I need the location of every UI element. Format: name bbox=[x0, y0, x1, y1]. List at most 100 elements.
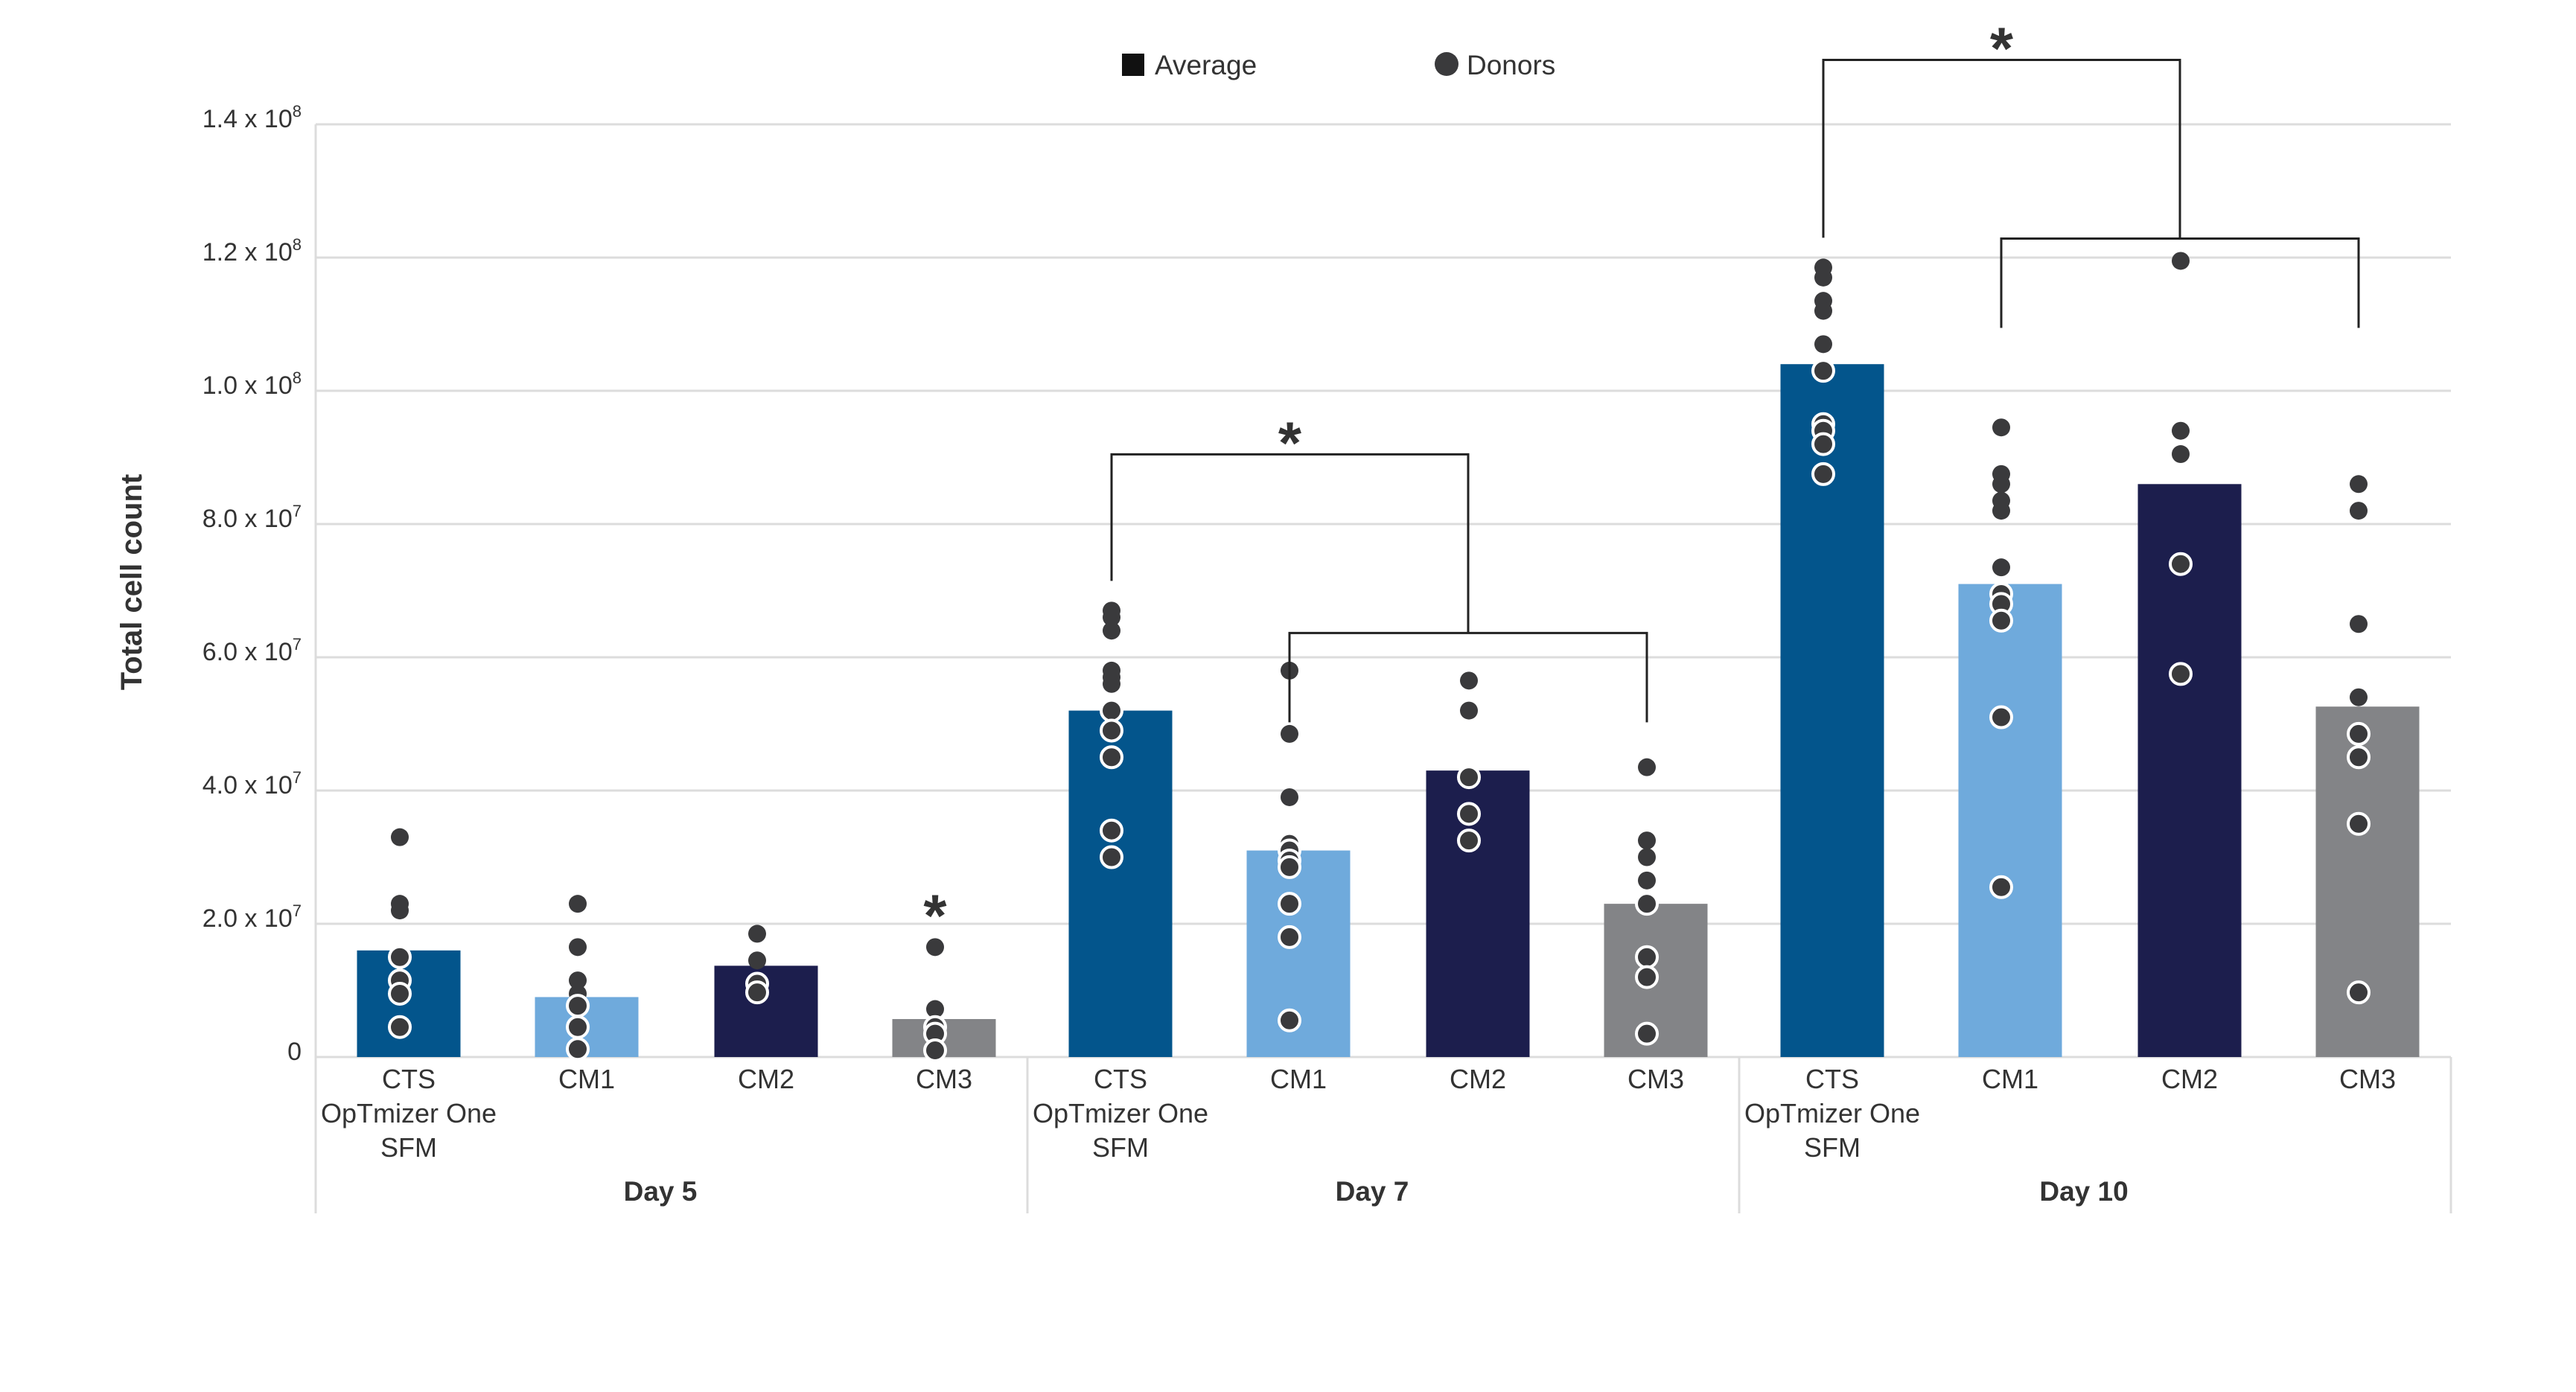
category-label: CM2 bbox=[1450, 1064, 1506, 1094]
donor-point bbox=[1992, 475, 2010, 494]
donor-point bbox=[2347, 980, 2371, 1005]
donor-point bbox=[923, 1038, 947, 1063]
x-axis: Day 5 CTS OpTmizer One SFM CM1 CM2 CM3 Day 7 CTS… bbox=[314, 124, 2452, 1213]
donor-point bbox=[1635, 892, 1659, 916]
legend: Average Donors bbox=[1122, 50, 1555, 80]
donor-point bbox=[388, 945, 412, 969]
donor-point bbox=[1457, 765, 1481, 790]
donor-point bbox=[2350, 615, 2368, 633]
donor-point bbox=[566, 1037, 590, 1061]
y-tick-label: 0 bbox=[287, 1038, 302, 1066]
donor-point bbox=[1811, 359, 1835, 383]
donor-point bbox=[1638, 871, 1656, 890]
category-label: CTS bbox=[382, 1064, 436, 1094]
donor-point bbox=[1638, 758, 1656, 776]
donor-point bbox=[1638, 831, 1656, 850]
significance-star: * bbox=[1990, 15, 2014, 81]
donor-point bbox=[1457, 802, 1481, 826]
y-tick-label: 6.0 x 107 bbox=[203, 635, 302, 666]
donor-points bbox=[388, 252, 2371, 1063]
y-tick-label: 1.2 x 108 bbox=[203, 235, 302, 266]
donor-point bbox=[748, 925, 766, 943]
donor-point bbox=[1989, 608, 2013, 633]
donor-point bbox=[2169, 552, 2193, 576]
donor-point bbox=[748, 951, 766, 970]
donor-point bbox=[1278, 855, 1301, 879]
donor-point bbox=[1635, 945, 1659, 969]
category-label: CTS bbox=[1094, 1064, 1147, 1094]
donor-point bbox=[1100, 698, 1123, 723]
donor-point bbox=[1811, 432, 1835, 456]
donor-point bbox=[391, 828, 409, 846]
significance-bracket bbox=[2000, 237, 2360, 328]
y-tick-label: 1.0 x 108 bbox=[203, 368, 302, 400]
donor-point bbox=[1100, 718, 1123, 743]
donor-point bbox=[566, 994, 590, 1018]
donor-point bbox=[1635, 965, 1659, 989]
donor-point bbox=[2350, 688, 2368, 706]
donor-point bbox=[1992, 418, 2010, 437]
group-label: Day 7 bbox=[1336, 1176, 1409, 1207]
donor-point bbox=[1992, 558, 2010, 577]
donor-point bbox=[1278, 1008, 1301, 1032]
legend-donors-label: Donors bbox=[1467, 50, 1555, 80]
donor-point bbox=[391, 901, 409, 920]
y-tick-labels: 0 2.0 x 107 4.0 x 107 6.0 x 107 8.0 x 107 1.0… bbox=[203, 102, 302, 1066]
donor-point bbox=[2350, 475, 2368, 494]
bar-average bbox=[357, 950, 461, 1057]
category-label: SFM bbox=[1804, 1132, 1861, 1163]
y-tick-label: 8.0 x 107 bbox=[203, 502, 302, 533]
donor-point bbox=[1457, 829, 1481, 853]
donor-point bbox=[2172, 445, 2190, 464]
donor-point bbox=[1460, 701, 1478, 720]
significance-star: * bbox=[923, 882, 947, 948]
significance-bracket bbox=[1822, 58, 2181, 239]
category-label: CM3 bbox=[1627, 1064, 1684, 1094]
group-label: Day 10 bbox=[2039, 1176, 2128, 1207]
category-label: OpTmizer One bbox=[1033, 1098, 1208, 1128]
significance-star: * bbox=[1278, 409, 1302, 476]
y-tick-label: 2.0 x 107 bbox=[203, 901, 302, 933]
donor-point bbox=[1103, 608, 1120, 627]
donor-point bbox=[566, 1015, 590, 1039]
bar-average bbox=[2137, 484, 2242, 1057]
donor-point bbox=[2350, 502, 2368, 520]
donor-point bbox=[569, 895, 587, 913]
donor-point bbox=[2172, 421, 2190, 440]
donor-point bbox=[1278, 925, 1301, 949]
donor-point bbox=[1281, 788, 1298, 806]
donor-point bbox=[1460, 671, 1478, 690]
category-label: CM2 bbox=[2161, 1064, 2218, 1094]
category-label: OpTmizer One bbox=[321, 1098, 497, 1128]
category-label: SFM bbox=[380, 1132, 437, 1163]
donor-point bbox=[1814, 335, 1832, 354]
y-tick-label: 4.0 x 107 bbox=[203, 768, 302, 799]
donor-point bbox=[569, 938, 587, 957]
category-label: CTS bbox=[1805, 1064, 1859, 1094]
donor-point bbox=[1100, 818, 1123, 843]
legend-average-marker bbox=[1122, 54, 1144, 76]
significance-annotations: * * * bbox=[923, 15, 2360, 948]
donor-point bbox=[2169, 662, 2193, 686]
donor-point bbox=[1103, 622, 1120, 640]
bar-average bbox=[1958, 584, 2062, 1057]
group-label: Day 5 bbox=[624, 1176, 698, 1207]
donor-point bbox=[1814, 301, 1832, 320]
category-label: CM3 bbox=[916, 1064, 972, 1094]
donor-point bbox=[1814, 268, 1832, 287]
donor-point bbox=[926, 938, 944, 957]
donor-point bbox=[388, 1015, 412, 1039]
donor-point bbox=[1278, 892, 1301, 916]
donor-point bbox=[569, 971, 587, 990]
donor-point bbox=[1638, 848, 1656, 866]
category-label: CM2 bbox=[738, 1064, 794, 1094]
category-label: CM1 bbox=[558, 1064, 615, 1094]
y-axis-label: Total cell count bbox=[115, 474, 148, 690]
gridlines bbox=[316, 123, 2451, 1059]
donor-point bbox=[926, 1000, 944, 1018]
legend-average-label: Average bbox=[1155, 50, 1257, 80]
donor-point bbox=[1989, 705, 2013, 729]
category-label: CM1 bbox=[1270, 1064, 1327, 1094]
category-label: CM3 bbox=[2339, 1064, 2396, 1094]
